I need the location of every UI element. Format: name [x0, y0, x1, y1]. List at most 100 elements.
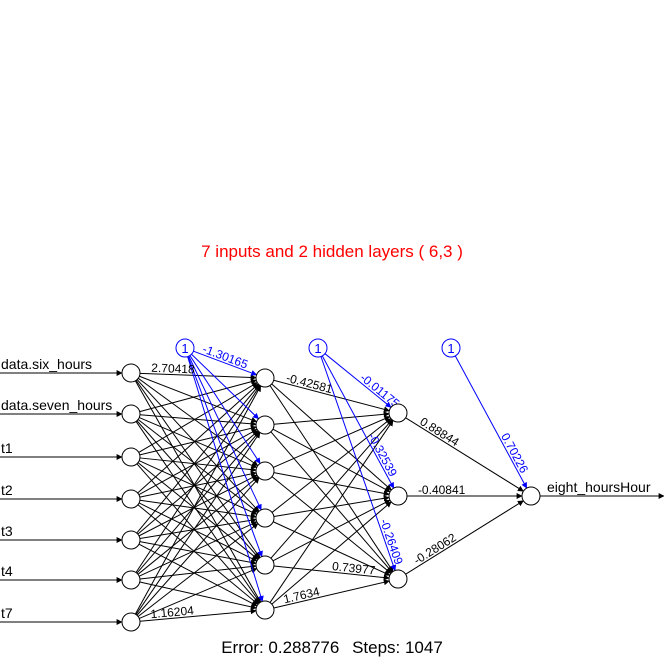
edge-input5-h1-3 — [138, 474, 258, 537]
hidden2-node-2 — [388, 486, 408, 506]
hidden1-node-1 — [255, 368, 275, 388]
edge-input4-h1-5 — [138, 502, 258, 562]
bias-edge-h1-4 — [188, 355, 262, 511]
edge-input2-h1-4 — [137, 419, 259, 513]
bias-node-label-2: 1 — [314, 341, 321, 356]
weight-label-h2-2-output: -0.40841 — [418, 483, 466, 497]
input-node-4 — [121, 489, 141, 509]
output-node — [521, 486, 541, 506]
bias-node-2 — [308, 338, 328, 358]
edge-input7-h1-5 — [139, 567, 258, 619]
bias-edge-h2-3 — [320, 356, 397, 572]
input-label-4: t2 — [1, 482, 13, 498]
edge-h1-3-h2-1 — [273, 416, 391, 468]
edge-input3-h1-3 — [139, 457, 257, 473]
weight-label-input7-h1-6: 1.16204 — [150, 603, 195, 621]
hidden1-node-4 — [255, 508, 275, 528]
edge-input3-h1-4 — [138, 460, 258, 515]
edge-input4-h1-1 — [137, 383, 259, 494]
nodes: 1 1 1 — [121, 338, 541, 632]
edge-input1-h1-3 — [137, 377, 259, 467]
hidden1-node-3 — [255, 461, 275, 481]
edge-input5-h1-6 — [138, 543, 258, 607]
edge-input1-h1-4 — [136, 379, 260, 512]
edge-input3-h1-2 — [139, 425, 257, 456]
edge-input6-h1-4 — [138, 521, 258, 577]
edge-input5-h1-1 — [136, 384, 260, 534]
edge-input1-h1-6 — [134, 380, 262, 603]
hidden1-node-5 — [255, 555, 275, 575]
bias-edge-h1-6 — [187, 356, 264, 602]
error-value: Error: 0.288776 — [221, 638, 340, 657]
hidden2-node-1 — [388, 403, 408, 423]
input-label-1: data.six_hours — [1, 356, 92, 372]
hidden2-node-3 — [388, 569, 408, 589]
edge-h1-4-h2-3 — [272, 521, 391, 576]
edge-input7-h1-6 — [139, 608, 257, 622]
bias-edges — [187, 350, 528, 602]
hidden1-node-2 — [255, 415, 275, 435]
bias-label-h1-1: -1.30165 — [201, 342, 251, 372]
weight-label-h2-1-output: 0.88844 — [417, 414, 461, 449]
edge-input7-h1-3 — [136, 477, 260, 616]
edge-h1-4-h2-1 — [271, 418, 392, 513]
edge-h2-3-output — [405, 500, 524, 575]
edge-input2-h1-1 — [139, 378, 257, 413]
bias-edge-h1-1 — [193, 350, 258, 376]
input-label-6: t4 — [1, 563, 13, 579]
bias-edge-h1-3 — [189, 355, 261, 464]
input-node-6 — [121, 570, 141, 590]
input-node-7 — [121, 612, 141, 632]
edge-input2-h1-5 — [136, 420, 260, 559]
bias-edge-h2-2 — [321, 355, 395, 489]
edge-input7-h1-4 — [137, 523, 259, 617]
edge-input1-h1-2 — [139, 375, 258, 423]
weight-label-h1-5-h2-3: 0.73977 — [331, 559, 376, 577]
edge-input3-h1-6 — [136, 463, 260, 604]
edge-h1-5-h2-1 — [270, 419, 393, 559]
edge-h1-2-h2-3 — [270, 431, 393, 573]
input-node-3 — [121, 447, 141, 467]
bias-edge-output — [454, 355, 528, 489]
hidden1-node-6 — [255, 600, 275, 620]
edge-input4-h1-6 — [137, 504, 259, 605]
edge-input5-h1-2 — [137, 430, 259, 535]
edge-input2-h1-6 — [135, 421, 261, 604]
edge-input4-h1-2 — [138, 428, 258, 496]
edge-input4-h1-4 — [139, 499, 257, 519]
bias-node-1 — [175, 338, 195, 358]
input-node-2 — [121, 404, 141, 424]
input-label-2: data.seven_hours — [1, 397, 112, 413]
edge-input7-h1-1 — [134, 385, 262, 615]
edge-input3-h1-1 — [138, 382, 258, 453]
diagram-title: 7 inputs and 2 hidden layers ( 6,3 ) — [201, 242, 463, 261]
input-label-3: t1 — [1, 440, 13, 456]
edge-h1-6-h2-2 — [271, 501, 392, 605]
edge-input6-h1-2 — [136, 431, 260, 574]
input-label-5: t3 — [1, 523, 13, 539]
input-node-5 — [121, 530, 141, 550]
edge-h1-4-h2-2 — [273, 495, 390, 518]
weight-label-input1-h1-1: 2.70418 — [151, 361, 195, 377]
edge-h1-3-h2-3 — [271, 476, 392, 574]
edge-h1-5-h2-2 — [272, 499, 391, 562]
edge-h1-1-h2-1 — [273, 379, 390, 413]
bias-edge-h1-5 — [187, 356, 263, 558]
bias-edge-h1-2 — [191, 353, 259, 420]
bias-node-3 — [441, 338, 461, 358]
edge-input6-h1-1 — [135, 384, 261, 573]
bias-label-output: 0.70226 — [498, 431, 531, 476]
training-summary: Error: 0.288776 Steps: 1047 — [0, 638, 664, 658]
edge-h2-1-output — [405, 417, 524, 492]
edge-input6-h1-5 — [139, 563, 257, 580]
bias-node-label-3: 1 — [447, 341, 454, 356]
input-node-1 — [121, 363, 141, 383]
edge-h1-1-h2-2 — [271, 383, 392, 491]
bias-edge-h2-1 — [324, 353, 392, 408]
edge-input4-h1-3 — [139, 471, 257, 498]
edge-h1-6-h2-3 — [273, 579, 390, 609]
input-label-7: t7 — [1, 605, 13, 621]
input-labels: data.six_hours data.seven_hours t1 t2 t3 t4 t7… — [1, 356, 651, 621]
edge-input5-h1-4 — [139, 517, 257, 540]
